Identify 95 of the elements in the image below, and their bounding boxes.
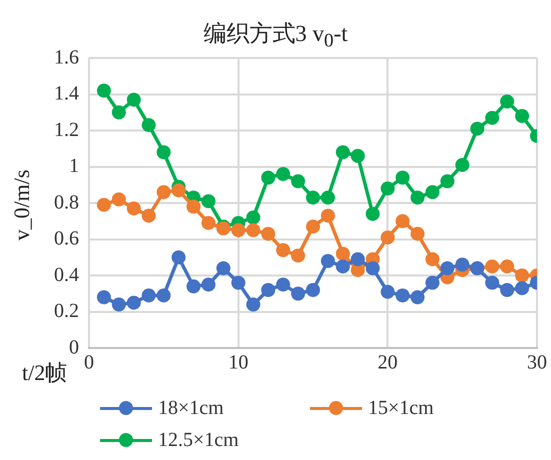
- point: [306, 190, 320, 205]
- point: [231, 276, 246, 290]
- point: [172, 183, 186, 198]
- legend-label: 12.5×1cm: [158, 428, 239, 452]
- point: [246, 210, 260, 224]
- point: [350, 148, 365, 163]
- point: [515, 109, 530, 123]
- point: [96, 290, 111, 304]
- point: [96, 198, 111, 212]
- point: [126, 296, 141, 310]
- point: [440, 261, 454, 276]
- point: [336, 145, 350, 160]
- x-tick-label: 30: [527, 351, 547, 374]
- x-axis-title: t/2帧: [22, 359, 68, 387]
- point: [440, 174, 454, 188]
- point: [455, 258, 470, 272]
- point: [216, 261, 230, 276]
- y-tick-label: 0.8: [54, 191, 79, 214]
- point: [500, 94, 514, 108]
- point: [112, 105, 126, 120]
- point: [201, 216, 216, 230]
- point: [306, 283, 320, 297]
- x-tick-label: 20: [378, 351, 398, 374]
- point: [112, 298, 126, 312]
- point: [425, 185, 440, 200]
- point: [366, 261, 380, 276]
- point: [172, 250, 186, 264]
- point: [380, 230, 395, 244]
- point: [410, 290, 425, 304]
- point: [291, 248, 306, 263]
- point: [320, 190, 335, 205]
- point: [126, 201, 141, 216]
- point: [261, 170, 276, 185]
- point: [470, 122, 484, 136]
- y-tick-label: 0: [69, 336, 79, 358]
- point: [350, 252, 365, 266]
- point: [246, 298, 260, 312]
- point: [156, 145, 171, 160]
- point: [320, 208, 335, 223]
- point: [485, 276, 500, 290]
- point: [246, 223, 260, 238]
- point: [500, 283, 514, 297]
- y-tick-label: 1: [69, 155, 79, 177]
- y-tick-label: 1.2: [54, 118, 79, 141]
- point: [366, 206, 380, 221]
- y-tick-label: 1.6: [54, 46, 79, 68]
- point: [396, 288, 410, 302]
- point: [396, 170, 410, 185]
- point: [410, 226, 425, 241]
- point: [142, 208, 156, 223]
- point: [261, 283, 276, 297]
- point: [261, 226, 276, 241]
- point: [515, 268, 530, 282]
- point: [320, 254, 335, 268]
- legend-label: 18×1cm: [158, 396, 224, 420]
- point: [186, 279, 201, 294]
- y-axis-title: v_0/m/s: [9, 170, 35, 240]
- x-tick-label: 0: [84, 351, 94, 374]
- point: [291, 286, 306, 301]
- chart-title: 编织方式3 v$_{0}$-t: [203, 21, 348, 52]
- point: [96, 84, 111, 98]
- y-tick-label: 0.6: [54, 228, 79, 250]
- point: [336, 259, 350, 274]
- point: [500, 259, 514, 274]
- point: [336, 246, 350, 261]
- point: [201, 194, 216, 208]
- point: [112, 192, 126, 206]
- legend-label: 15×1cm: [368, 396, 434, 420]
- point: [276, 167, 290, 181]
- point: [156, 185, 171, 200]
- point: [201, 278, 216, 292]
- point: [142, 288, 156, 302]
- point: [485, 259, 500, 274]
- point: [276, 243, 290, 258]
- point: [410, 190, 425, 205]
- y-tick-label: 0.4: [54, 264, 79, 286]
- point: [425, 276, 440, 290]
- point: [156, 288, 171, 302]
- point: [485, 110, 500, 125]
- point: [425, 252, 440, 266]
- y-tick-label: 0.2: [54, 300, 79, 322]
- x-tick-label: 10: [228, 351, 248, 374]
- point: [396, 214, 410, 228]
- y-tick-label: 1.4: [54, 82, 79, 104]
- point: [142, 118, 156, 132]
- point: [515, 281, 530, 296]
- point: [455, 158, 470, 172]
- point: [276, 278, 290, 292]
- point: [380, 284, 395, 299]
- point: [291, 174, 306, 188]
- point: [126, 92, 141, 107]
- point: [186, 200, 201, 214]
- point: [306, 220, 320, 234]
- point: [380, 182, 395, 196]
- point: [231, 223, 246, 238]
